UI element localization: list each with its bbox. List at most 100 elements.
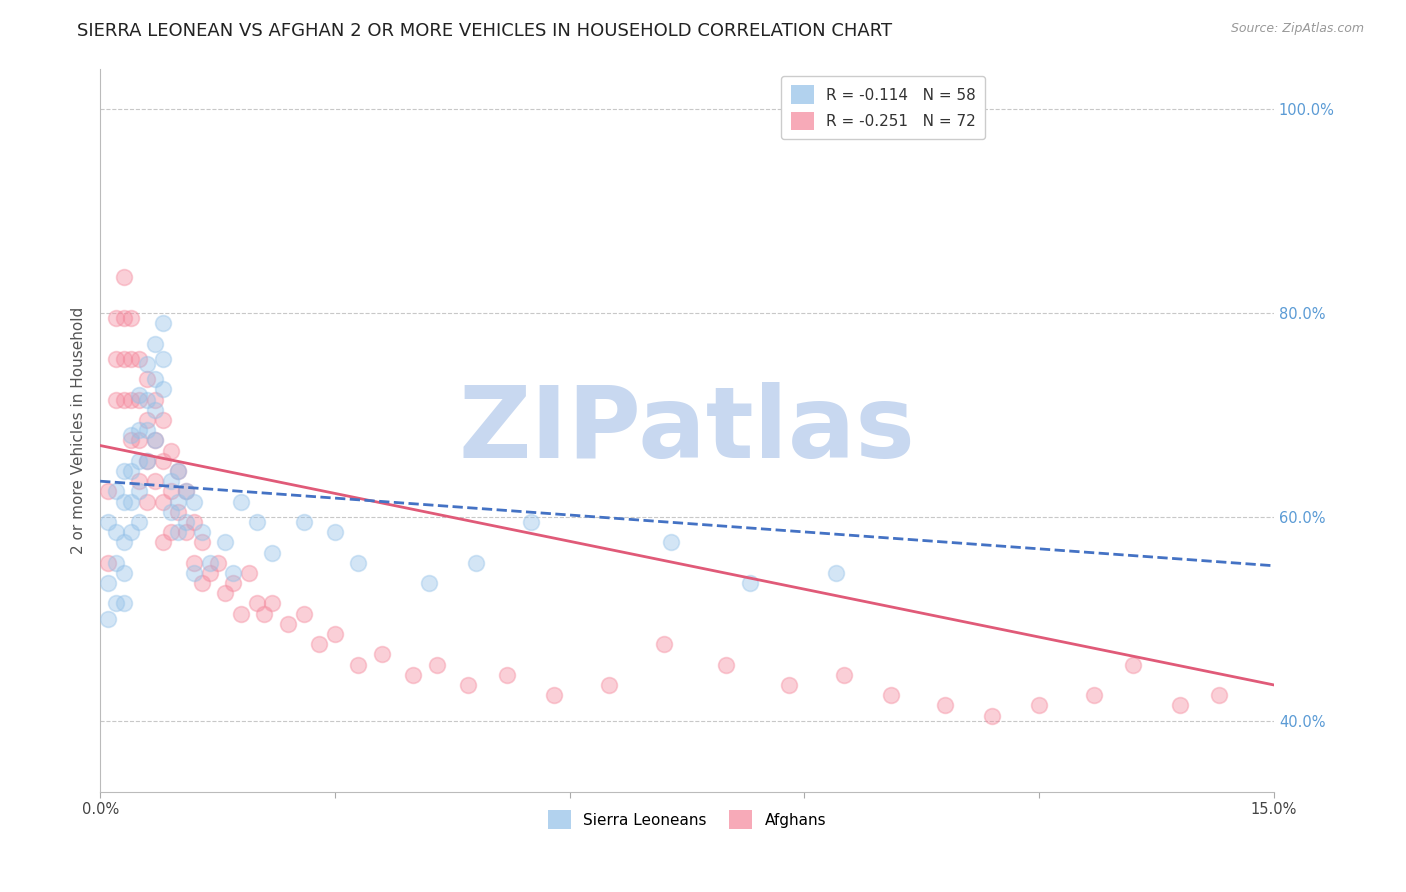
Point xyxy=(143,336,166,351)
Point xyxy=(207,556,229,570)
Legend: Sierra Leoneans, Afghans: Sierra Leoneans, Afghans xyxy=(541,804,832,835)
Point xyxy=(120,434,142,448)
Point xyxy=(371,648,394,662)
Point xyxy=(136,413,159,427)
Point xyxy=(253,607,276,621)
Point xyxy=(152,535,174,549)
Point xyxy=(174,515,197,529)
Point xyxy=(824,566,846,580)
Point xyxy=(104,311,127,326)
Point xyxy=(598,678,620,692)
Point xyxy=(152,316,174,330)
Point xyxy=(1122,657,1144,672)
Point xyxy=(143,434,166,448)
Point xyxy=(262,597,284,611)
Point xyxy=(1208,688,1230,702)
Point xyxy=(104,351,127,366)
Point xyxy=(97,576,120,591)
Point xyxy=(112,535,135,549)
Point xyxy=(191,525,214,540)
Point xyxy=(143,402,166,417)
Point xyxy=(402,667,425,681)
Point xyxy=(120,311,142,326)
Point xyxy=(136,392,159,407)
Point xyxy=(222,576,245,591)
Point xyxy=(934,698,956,713)
Point xyxy=(229,494,252,508)
Point xyxy=(159,525,181,540)
Point xyxy=(214,586,236,600)
Point xyxy=(464,556,486,570)
Point xyxy=(112,392,135,407)
Point xyxy=(1028,698,1050,713)
Point xyxy=(128,387,150,401)
Point xyxy=(120,525,142,540)
Point xyxy=(347,556,370,570)
Point xyxy=(112,566,135,580)
Point xyxy=(120,351,142,366)
Point xyxy=(832,667,855,681)
Point xyxy=(738,576,761,591)
Point xyxy=(167,494,190,508)
Point xyxy=(136,372,159,386)
Point xyxy=(128,351,150,366)
Point xyxy=(183,556,205,570)
Point xyxy=(716,657,738,672)
Point xyxy=(112,494,135,508)
Point xyxy=(457,678,479,692)
Point xyxy=(879,688,901,702)
Point xyxy=(136,357,159,371)
Point xyxy=(167,464,190,478)
Point xyxy=(97,484,120,499)
Point xyxy=(152,494,174,508)
Point xyxy=(159,505,181,519)
Point xyxy=(120,428,142,442)
Point xyxy=(246,515,269,529)
Point xyxy=(292,607,315,621)
Point xyxy=(112,464,135,478)
Point xyxy=(174,525,197,540)
Y-axis label: 2 or more Vehicles in Household: 2 or more Vehicles in Household xyxy=(72,307,86,554)
Point xyxy=(159,484,181,499)
Point xyxy=(778,678,800,692)
Point xyxy=(104,556,127,570)
Point xyxy=(152,454,174,468)
Point xyxy=(222,566,245,580)
Point xyxy=(128,423,150,437)
Point xyxy=(143,474,166,488)
Point xyxy=(112,311,135,326)
Point xyxy=(104,597,127,611)
Point xyxy=(183,566,205,580)
Point xyxy=(120,494,142,508)
Point xyxy=(97,515,120,529)
Point xyxy=(519,515,541,529)
Point xyxy=(143,392,166,407)
Point xyxy=(496,667,519,681)
Point xyxy=(191,535,214,549)
Point xyxy=(97,612,120,626)
Point xyxy=(104,525,127,540)
Point xyxy=(292,515,315,529)
Point xyxy=(229,607,252,621)
Point xyxy=(426,657,449,672)
Point xyxy=(159,474,181,488)
Point xyxy=(174,484,197,499)
Point xyxy=(104,392,127,407)
Point xyxy=(661,535,683,549)
Point xyxy=(136,454,159,468)
Point xyxy=(214,535,236,549)
Point xyxy=(97,556,120,570)
Point xyxy=(174,484,197,499)
Point xyxy=(136,423,159,437)
Point xyxy=(136,494,159,508)
Point xyxy=(128,434,150,448)
Text: ZIPatlas: ZIPatlas xyxy=(458,382,915,479)
Point xyxy=(198,566,221,580)
Text: Source: ZipAtlas.com: Source: ZipAtlas.com xyxy=(1230,22,1364,36)
Point xyxy=(159,443,181,458)
Point xyxy=(152,413,174,427)
Point xyxy=(167,505,190,519)
Point xyxy=(183,515,205,529)
Point xyxy=(143,372,166,386)
Point xyxy=(152,383,174,397)
